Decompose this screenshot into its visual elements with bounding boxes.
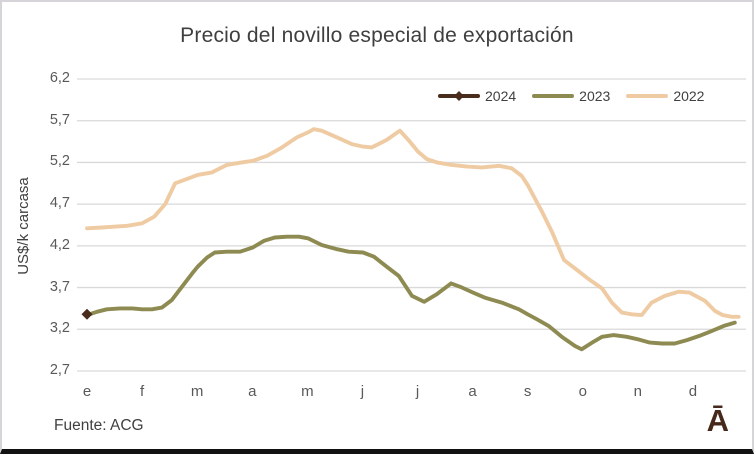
y-tick-label: 2,7 [49,362,70,378]
x-tick-label: a [468,383,477,400]
legend-label-2022: 2022 [673,87,705,104]
x-tick-label: d [688,383,698,400]
legend-item-2023: 2023 [532,88,610,104]
legend-line-swatch-icon [532,93,575,98]
legend-line-swatch-icon [438,90,480,101]
y-tick-label: 6,2 [49,69,70,86]
y-tick-label: 5,7 [49,111,70,128]
x-tick-label: s [523,383,532,400]
y-tick-label: 4,2 [49,236,70,253]
series-marker-2024 [81,308,93,320]
x-tick-label: n [633,383,642,400]
x-tick-label: j [360,383,365,400]
legend-label-2024: 2024 [485,87,517,104]
x-tick-label: o [578,383,587,400]
legend-item-2022: 2022 [626,88,704,104]
series-line-2022 [85,127,741,319]
diamond-marker-icon [454,90,464,101]
chart-title: Precio del novillo especial de exportaci… [180,24,574,47]
y-tick-label: 5,2 [49,153,70,170]
x-tick-label: m [190,383,204,400]
x-tick-label: e [82,383,92,400]
legend-item-2024: 2024 [438,88,516,104]
source-note: Fuente: ACG [54,417,144,434]
acg-logo: Ā [706,403,729,438]
x-tick-label: a [248,383,257,400]
legend-label-2023: 2023 [579,87,611,104]
legend-line-swatch-icon [626,93,669,98]
y-tick-label: 3,2 [49,320,70,337]
y-tick-label: 4,7 [49,195,70,212]
legend: 2024 2023 2022 [438,87,704,104]
series-line-2023 [85,234,737,352]
x-tick-label: j [415,383,420,400]
x-tick-label: f [139,383,145,400]
y-tick-label: 3,7 [49,278,70,295]
x-tick-label: m [301,383,314,400]
